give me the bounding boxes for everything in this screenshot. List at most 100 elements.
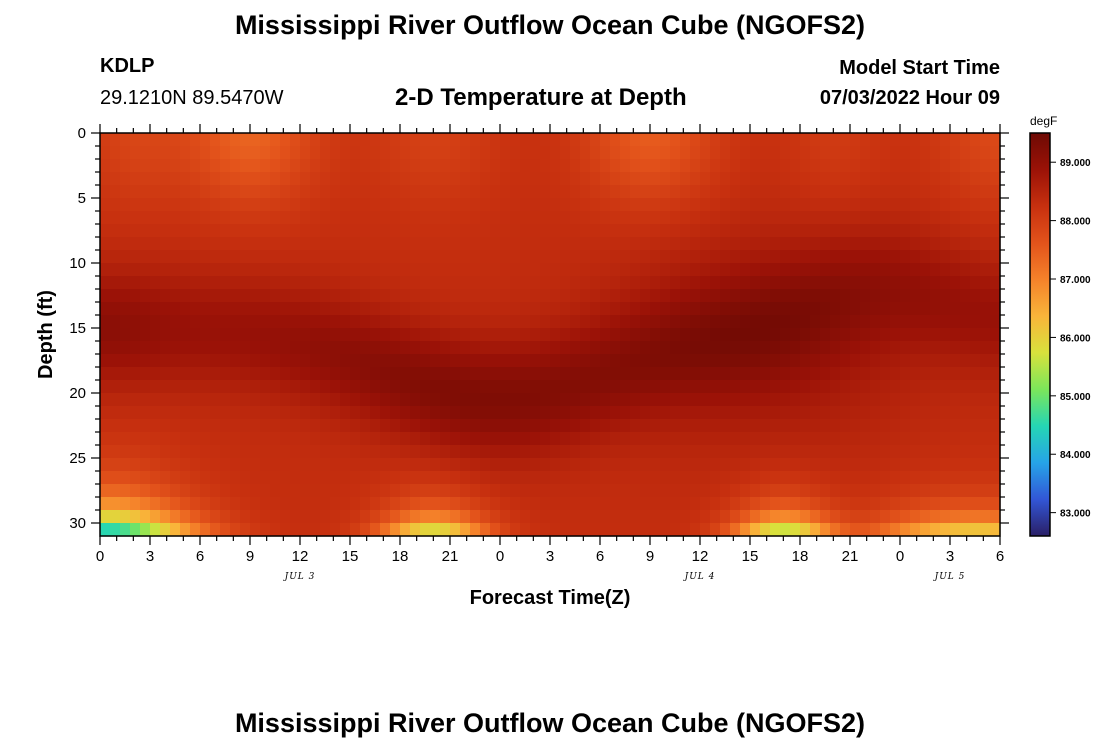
heatmap-cell — [310, 497, 321, 511]
heatmap-cell — [730, 497, 741, 511]
heatmap-cell — [380, 159, 391, 173]
heatmap-cell — [740, 471, 751, 485]
heatmap-cell — [760, 159, 771, 173]
heatmap-cell — [360, 198, 371, 212]
heatmap-cell — [280, 146, 291, 160]
heatmap-cell — [610, 341, 621, 355]
heatmap-cell — [580, 458, 591, 472]
heatmap-cell — [840, 393, 851, 407]
heatmap-cell — [480, 133, 491, 147]
heatmap-cell — [660, 393, 671, 407]
heatmap-cell — [130, 302, 141, 316]
heatmap-cell — [660, 224, 671, 238]
heatmap-cell — [510, 315, 521, 329]
heatmap-cell — [220, 250, 231, 264]
heatmap-cell — [940, 497, 951, 511]
heatmap-cell — [970, 406, 981, 420]
heatmap-cell — [780, 276, 791, 290]
heatmap-cell — [540, 406, 551, 420]
heatmap-cell — [920, 185, 931, 199]
heatmap-cell — [640, 237, 651, 251]
heatmap-cell — [250, 354, 261, 368]
heatmap-cell — [710, 432, 721, 446]
heatmap-cell — [880, 367, 891, 381]
heatmap-cell — [150, 289, 161, 303]
heatmap-cell — [320, 497, 331, 511]
heatmap-cell — [520, 380, 531, 394]
heatmap-cell — [740, 354, 751, 368]
heatmap-cell — [990, 445, 1001, 459]
heatmap-cell — [680, 276, 691, 290]
heatmap-cell — [610, 185, 621, 199]
heatmap-cell — [790, 458, 801, 472]
heatmap-cell — [980, 497, 991, 511]
heatmap-cell — [860, 172, 871, 186]
heatmap-cell — [290, 341, 301, 355]
heatmap-cell — [750, 341, 761, 355]
heatmap-cell — [910, 276, 921, 290]
heatmap-cell — [720, 302, 731, 316]
heatmap-cell — [230, 445, 241, 459]
heatmap-cell — [680, 263, 691, 277]
heatmap-cell — [100, 198, 111, 212]
heatmap-cell — [960, 497, 971, 511]
heatmap-cell — [200, 263, 211, 277]
heatmap-cell — [760, 211, 771, 225]
heatmap-cell — [270, 471, 281, 485]
heatmap-cell — [400, 263, 411, 277]
heatmap-cell — [720, 406, 731, 420]
heatmap-cell — [590, 315, 601, 329]
heatmap-cell — [120, 523, 131, 537]
heatmap-cell — [700, 406, 711, 420]
heatmap-cell — [220, 263, 231, 277]
heatmap-cell — [550, 458, 561, 472]
heatmap-cell — [960, 146, 971, 160]
heatmap-cell — [270, 302, 281, 316]
heatmap-cell — [420, 263, 431, 277]
heatmap-cell — [630, 133, 641, 147]
heatmap-cell — [340, 354, 351, 368]
heatmap-cell — [900, 185, 911, 199]
heatmap-cell — [110, 354, 121, 368]
heatmap-cell — [700, 484, 711, 498]
heatmap-cell — [710, 510, 721, 524]
heatmap-cell — [600, 445, 611, 459]
heatmap-cell — [430, 224, 441, 238]
heatmap-cell — [930, 367, 941, 381]
heatmap-cell — [480, 146, 491, 160]
heatmap-cell — [570, 497, 581, 511]
heatmap-cell — [600, 406, 611, 420]
heatmap-cell — [820, 198, 831, 212]
heatmap-cell — [670, 497, 681, 511]
heatmap-cell — [910, 185, 921, 199]
heatmap-cell — [100, 276, 111, 290]
heatmap-cell — [540, 354, 551, 368]
heatmap-cell — [320, 289, 331, 303]
heatmap-cell — [440, 458, 451, 472]
heatmap-cell — [340, 380, 351, 394]
heatmap-cell — [420, 172, 431, 186]
heatmap-cell — [410, 484, 421, 498]
heatmap-cell — [340, 172, 351, 186]
heatmap-cell — [320, 133, 331, 147]
heatmap-cell — [550, 211, 561, 225]
heatmap-cell — [600, 224, 611, 238]
heatmap-cell — [720, 354, 731, 368]
heatmap-cell — [370, 445, 381, 459]
heatmap-cell — [200, 133, 211, 147]
heatmap-cell — [810, 523, 821, 537]
heatmap-cell — [610, 198, 621, 212]
heatmap-cell — [710, 419, 721, 433]
heatmap-cell — [330, 328, 341, 342]
heatmap-cell — [840, 471, 851, 485]
heatmap-cell — [230, 159, 241, 173]
heatmap-cell — [510, 263, 521, 277]
heatmap-cell — [130, 445, 141, 459]
heatmap-cell — [310, 380, 321, 394]
heatmap-cell — [260, 146, 271, 160]
heatmap-cell — [770, 263, 781, 277]
heatmap-cell — [290, 159, 301, 173]
heatmap-cell — [540, 523, 551, 537]
heatmap-cell — [470, 302, 481, 316]
heatmap-cell — [810, 224, 821, 238]
